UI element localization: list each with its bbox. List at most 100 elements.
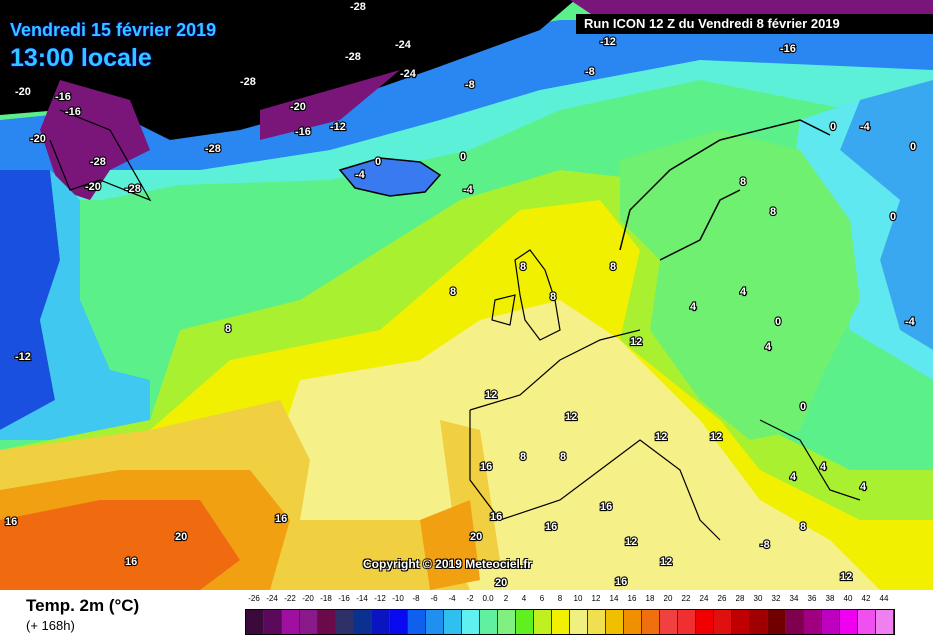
isotherm-label: -28 xyxy=(205,143,221,155)
isotherm-label: 12 xyxy=(485,389,497,401)
isotherm-label: 0 xyxy=(800,401,806,413)
isotherm-label: 4 xyxy=(690,301,697,313)
scale-tick-label: -2 xyxy=(466,594,474,603)
isotherm-label: -20 xyxy=(290,101,306,113)
scale-swatch xyxy=(552,610,570,634)
scale-tick-label: -20 xyxy=(302,594,314,603)
isotherm-label: -20 xyxy=(85,181,101,193)
isotherm-label: 12 xyxy=(655,431,667,443)
scale-tick-label: -6 xyxy=(430,594,438,603)
isotherm-label: 0 xyxy=(460,151,466,163)
isotherm-label: -24 xyxy=(395,39,412,51)
scale-tick-label: 6 xyxy=(539,594,545,603)
isotherm-label: 4 xyxy=(790,471,797,483)
isotherm-label: 12 xyxy=(710,431,722,443)
scale-swatch xyxy=(408,610,426,634)
valid-date: Vendredi 15 février 2019 xyxy=(10,20,217,40)
isotherm-label: -8 xyxy=(760,539,770,551)
legend-footer: Temp. 2m (°C) (+ 168h) -26 -24 -22 -20 -18 -1… xyxy=(0,590,933,641)
zone-blue-band xyxy=(0,20,933,180)
scale-tick-label: -18 xyxy=(320,594,332,603)
isotherm-label: -24 xyxy=(400,68,417,80)
isotherm-label: 16 xyxy=(490,511,502,523)
scale-swatch xyxy=(246,610,264,634)
scale-tick-label: -26 xyxy=(248,594,260,603)
isotherm-label: -4 xyxy=(463,184,474,196)
scale-tick-label: 28 xyxy=(735,594,745,603)
isotherm-label: 16 xyxy=(600,501,612,513)
isotherm-label: -20 xyxy=(30,133,46,145)
isotherm-label: -20 xyxy=(15,86,31,98)
scale-swatch xyxy=(354,610,372,634)
isotherm-label: -4 xyxy=(355,169,366,181)
isotherm-label: 0 xyxy=(375,156,381,168)
scale-tick-label: 24 xyxy=(699,594,709,603)
scale-tick-label: 22 xyxy=(681,594,691,603)
isotherm-label: 12 xyxy=(625,536,637,548)
isotherm-label: 0 xyxy=(775,316,781,328)
scale-tick-label: 14 xyxy=(609,594,619,603)
isotherm-label: 16 xyxy=(545,521,557,533)
scale-swatch xyxy=(732,610,750,634)
coastline-greenland xyxy=(49,109,152,202)
copyright: Copyright © 2019 Meteociel.fr xyxy=(363,557,532,571)
scale-tick-label: -22 xyxy=(284,594,296,603)
isotherm-label: -12 xyxy=(15,351,31,363)
isotherm-label: 0 xyxy=(830,121,836,133)
scale-tick-label: 40 xyxy=(843,594,853,603)
scale-swatch xyxy=(624,610,642,634)
scale-tick-label: 34 xyxy=(789,594,799,603)
scale-tick-label: -10 xyxy=(392,594,404,603)
isotherm-label: -28 xyxy=(125,183,141,195)
isotherm-label: 16 xyxy=(5,516,17,528)
scale-swatch xyxy=(444,610,462,634)
zone-europe-green xyxy=(620,130,860,440)
scale-tick-label: 20 xyxy=(663,594,673,603)
model-run-info: Run ICON 12 Z du Vendredi 8 février 2019 xyxy=(576,14,933,34)
scale-swatch xyxy=(750,610,768,634)
scale-tick-label: 30 xyxy=(753,594,763,603)
isotherm-label: 8 xyxy=(740,176,746,188)
isotherm-label: -28 xyxy=(90,156,106,168)
zone-left-cyan xyxy=(0,170,150,440)
isotherm-label: 8 xyxy=(520,261,526,273)
scale-swatch xyxy=(480,610,498,634)
scale-swatch xyxy=(606,610,624,634)
scale-swatch xyxy=(858,610,876,634)
scale-tick-label: -16 xyxy=(338,594,350,603)
scale-swatch xyxy=(570,610,588,634)
scale-tick-label: -24 xyxy=(266,594,278,603)
isotherm-label: -28 xyxy=(345,51,361,63)
variable-title: Temp. 2m (°C) xyxy=(26,596,140,615)
scale-swatch xyxy=(678,610,696,634)
scale-swatch xyxy=(768,610,786,634)
scale-swatch xyxy=(300,610,318,634)
scale-swatch xyxy=(534,610,552,634)
isotherm-label: 4 xyxy=(765,341,772,353)
isotherm-label: 8 xyxy=(225,323,231,335)
scale-swatch xyxy=(516,610,534,634)
scale-tick-label: 8 xyxy=(557,594,563,603)
isotherm-label: 4 xyxy=(820,461,827,473)
scale-tick-label: 2 xyxy=(503,594,509,603)
scale-tick-label: 16 xyxy=(627,594,637,603)
coastline-iceland xyxy=(338,157,442,197)
isotherm-label: -8 xyxy=(465,79,475,91)
isotherm-label: 20 xyxy=(495,577,507,589)
color-scale-labels: -26 -24 -22 -20 -18 -16 -14 -12 -10 -8 -6 -4 -2 0.0 2 4… xyxy=(245,594,925,606)
scale-swatch xyxy=(696,610,714,634)
zone-ne-cyan xyxy=(790,100,933,380)
scale-tick-label: 26 xyxy=(717,594,727,603)
isotherm-label: 0 xyxy=(890,211,896,223)
isotherm-label: -4 xyxy=(905,316,916,328)
scale-tick-label: 42 xyxy=(861,594,871,603)
scale-swatch xyxy=(390,610,408,634)
isotherm-label: 0 xyxy=(910,141,916,153)
scale-swatch xyxy=(642,610,660,634)
isotherm-label: 20 xyxy=(470,531,482,543)
color-scale xyxy=(245,609,895,635)
isotherm-label: 4 xyxy=(740,286,747,298)
isotherm-label: -28 xyxy=(350,1,366,13)
scale-tick-label: -4 xyxy=(448,594,456,603)
isotherm-label: 12 xyxy=(630,336,642,348)
